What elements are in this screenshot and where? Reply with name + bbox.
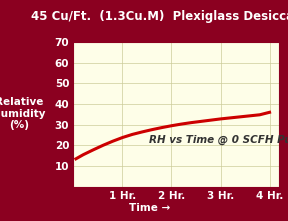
- Text: .: .: [264, 190, 266, 195]
- Text: .: .: [118, 190, 120, 195]
- Text: .: .: [122, 190, 123, 195]
- Text: .: .: [160, 190, 162, 195]
- Text: .: .: [278, 190, 280, 195]
- Text: .: .: [261, 190, 263, 195]
- Text: .: .: [111, 190, 113, 195]
- Text: .: .: [79, 190, 81, 195]
- Text: .: .: [101, 190, 102, 195]
- Text: .: .: [149, 190, 151, 195]
- Text: Relative
Humidity
(%): Relative Humidity (%): [0, 97, 46, 130]
- Text: .: .: [184, 190, 186, 195]
- Text: .: .: [146, 190, 148, 195]
- Text: .: .: [167, 190, 168, 195]
- Text: .: .: [97, 190, 99, 195]
- Text: .: .: [212, 190, 214, 195]
- Text: .: .: [73, 190, 74, 195]
- Text: .: .: [272, 190, 273, 195]
- Text: .: .: [254, 190, 256, 195]
- Text: .: .: [233, 190, 235, 195]
- Text: .: .: [195, 190, 196, 195]
- Text: .: .: [223, 190, 224, 195]
- Text: .: .: [83, 190, 85, 195]
- Text: .: .: [226, 190, 228, 195]
- Text: .: .: [205, 190, 207, 195]
- Text: .: .: [139, 190, 141, 195]
- Text: .: .: [251, 190, 252, 195]
- Text: .: .: [247, 190, 249, 195]
- Text: .: .: [107, 190, 109, 195]
- Text: .: .: [181, 190, 183, 195]
- Text: .: .: [174, 190, 175, 195]
- Text: .: .: [86, 190, 88, 195]
- Text: .: .: [209, 190, 211, 195]
- Text: .: .: [191, 190, 193, 195]
- Text: .: .: [177, 190, 179, 195]
- Text: .: .: [244, 190, 245, 195]
- Text: RH vs Time @ 0 SCFH Purge: RH vs Time @ 0 SCFH Purge: [149, 134, 288, 145]
- Text: .: .: [76, 190, 78, 195]
- Text: .: .: [219, 190, 221, 195]
- Text: .: .: [163, 190, 165, 195]
- Text: .: .: [237, 190, 238, 195]
- Text: .: .: [202, 190, 203, 195]
- Text: .: .: [90, 190, 92, 195]
- Text: .: .: [240, 190, 242, 195]
- Text: .: .: [135, 190, 137, 195]
- Text: .: .: [153, 190, 155, 195]
- Text: .: .: [170, 190, 172, 195]
- Text: 45 Cu/Ft.  (1.3Cu.M)  Plexiglass Desiccator: 45 Cu/Ft. (1.3Cu.M) Plexiglass Desiccato…: [31, 10, 288, 23]
- Text: .: .: [132, 190, 134, 195]
- Text: .: .: [188, 190, 190, 195]
- Text: .: .: [142, 190, 144, 195]
- Text: .: .: [198, 190, 200, 195]
- Text: Time →: Time →: [129, 203, 170, 213]
- Text: .: .: [156, 190, 158, 195]
- Text: .: .: [268, 190, 270, 195]
- Text: .: .: [216, 190, 217, 195]
- Text: .: .: [275, 190, 277, 195]
- Text: .: .: [257, 190, 259, 195]
- Text: .: .: [104, 190, 106, 195]
- Text: .: .: [128, 190, 130, 195]
- Text: .: .: [94, 190, 95, 195]
- Text: .: .: [125, 190, 127, 195]
- Text: .: .: [114, 190, 116, 195]
- Text: .: .: [230, 190, 231, 195]
